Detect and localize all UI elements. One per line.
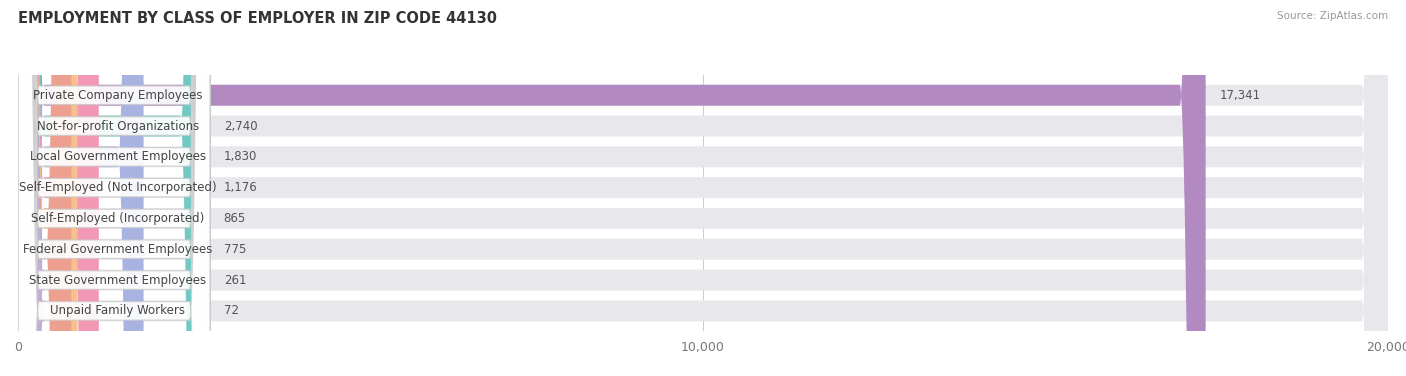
Text: Self-Employed (Incorporated): Self-Employed (Incorporated) bbox=[31, 212, 205, 225]
FancyBboxPatch shape bbox=[18, 0, 209, 376]
FancyBboxPatch shape bbox=[18, 0, 1388, 376]
FancyBboxPatch shape bbox=[10, 0, 45, 376]
Text: State Government Employees: State Government Employees bbox=[30, 274, 207, 287]
FancyBboxPatch shape bbox=[18, 0, 1388, 376]
FancyBboxPatch shape bbox=[18, 0, 209, 376]
Text: 17,341: 17,341 bbox=[1219, 89, 1260, 102]
FancyBboxPatch shape bbox=[18, 0, 143, 376]
Text: Federal Government Employees: Federal Government Employees bbox=[24, 243, 212, 256]
FancyBboxPatch shape bbox=[18, 0, 1388, 376]
FancyBboxPatch shape bbox=[18, 0, 1388, 376]
FancyBboxPatch shape bbox=[18, 0, 1388, 376]
Text: Self-Employed (Not Incorporated): Self-Employed (Not Incorporated) bbox=[20, 181, 217, 194]
Text: 865: 865 bbox=[224, 212, 246, 225]
Text: Not-for-profit Organizations: Not-for-profit Organizations bbox=[37, 120, 200, 132]
FancyBboxPatch shape bbox=[18, 0, 209, 376]
FancyBboxPatch shape bbox=[18, 0, 1388, 376]
Text: 261: 261 bbox=[224, 274, 246, 287]
Text: 1,830: 1,830 bbox=[224, 150, 257, 163]
FancyBboxPatch shape bbox=[18, 0, 209, 376]
FancyBboxPatch shape bbox=[18, 0, 209, 376]
Text: 775: 775 bbox=[224, 243, 246, 256]
Text: 2,740: 2,740 bbox=[224, 120, 257, 132]
Text: 1,176: 1,176 bbox=[224, 181, 257, 194]
FancyBboxPatch shape bbox=[18, 0, 209, 376]
FancyBboxPatch shape bbox=[18, 0, 1206, 376]
Text: EMPLOYMENT BY CLASS OF EMPLOYER IN ZIP CODE 44130: EMPLOYMENT BY CLASS OF EMPLOYER IN ZIP C… bbox=[18, 11, 498, 26]
FancyBboxPatch shape bbox=[18, 0, 209, 376]
Text: Unpaid Family Workers: Unpaid Family Workers bbox=[51, 304, 186, 317]
FancyBboxPatch shape bbox=[18, 0, 1388, 376]
FancyBboxPatch shape bbox=[18, 0, 205, 376]
Text: 72: 72 bbox=[224, 304, 239, 317]
FancyBboxPatch shape bbox=[18, 0, 1388, 376]
Text: Local Government Employees: Local Government Employees bbox=[30, 150, 207, 163]
FancyBboxPatch shape bbox=[18, 0, 77, 376]
FancyBboxPatch shape bbox=[18, 0, 72, 376]
FancyBboxPatch shape bbox=[18, 0, 209, 376]
Text: Source: ZipAtlas.com: Source: ZipAtlas.com bbox=[1277, 11, 1388, 21]
FancyBboxPatch shape bbox=[0, 0, 45, 376]
Text: Private Company Employees: Private Company Employees bbox=[34, 89, 202, 102]
FancyBboxPatch shape bbox=[18, 0, 98, 376]
